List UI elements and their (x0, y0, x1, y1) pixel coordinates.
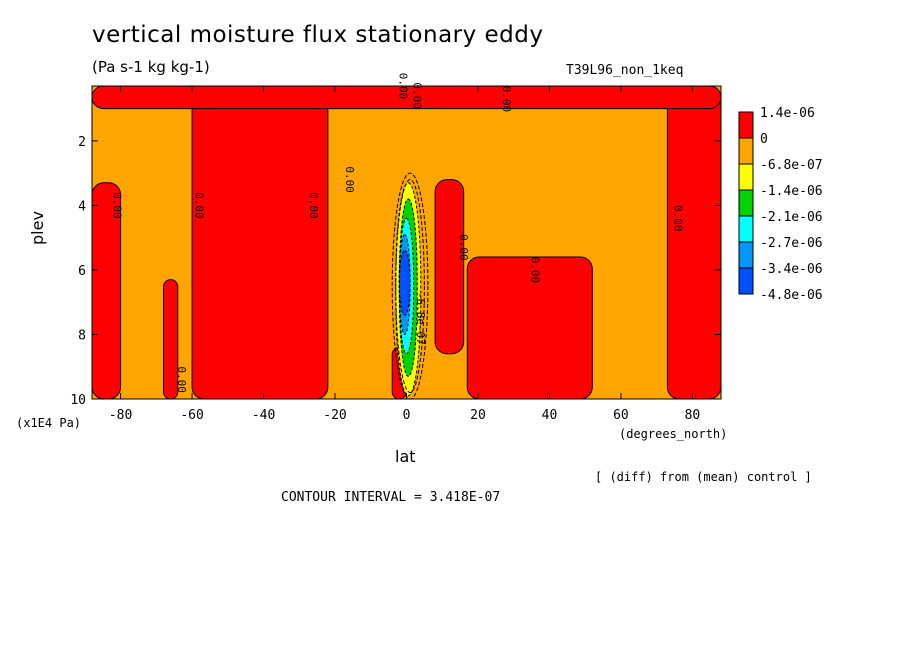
x-tick-label-3: -20 (323, 408, 346, 423)
contour-label-2: 0.00 (193, 192, 206, 219)
x-tick-label-7: 60 (613, 408, 629, 423)
contour-region-12 (398, 250, 411, 316)
x-tick-label-6: 40 (542, 408, 558, 423)
colorbar-swatch-5 (738, 241, 754, 269)
chart-units: (Pa s-1 kg kg-1) (92, 58, 210, 76)
colorbar-label-6: -3.4e-06 (760, 262, 823, 277)
chart-title: vertical moisture flux stationary eddy (92, 22, 544, 48)
y-tick-label-1: 4 (78, 199, 86, 214)
x-tick-label-4: 0 (403, 408, 411, 423)
negative-contour-line-1 (395, 179, 425, 394)
colorbar-swatch-1 (738, 137, 754, 165)
colorbar-label-3: -1.4e-06 (760, 184, 823, 199)
contour-region-2 (191, 85, 329, 400)
x-tick-label-0: -80 (109, 408, 132, 423)
contour-label-5: 0.00 (396, 73, 409, 100)
diff-note: [ (diff) from (mean) control ] (595, 470, 812, 484)
contour-label-11: -6.8e-07 (414, 292, 427, 345)
contour-label-0: 0.00 (110, 192, 123, 219)
contour-label-10: 0.00 (672, 205, 685, 232)
contour-label-6: 0.00 (411, 82, 424, 109)
x-axis-label: lat (395, 447, 416, 466)
colorbar-swatch-0 (738, 111, 754, 139)
y-tick-label-3: 8 (78, 328, 86, 343)
colorbar-label-7: -4.8e-06 (760, 288, 823, 303)
contour-label-8: 0.00 (457, 234, 470, 261)
contour-region-4 (434, 179, 465, 355)
colorbar-swatch-2 (738, 163, 754, 191)
contour-interval: CONTOUR INTERVAL = 3.418E-07 (281, 490, 501, 505)
colorbar-swatch-6 (738, 267, 754, 295)
y-tick-label-2: 6 (78, 264, 86, 279)
x-axis-unit: (degrees_north) (619, 427, 728, 441)
contour-label-7: 0.00 (500, 86, 513, 113)
colorbar-label-0: 1.4e-06 (760, 106, 815, 121)
contour-label-1: 0.00 (175, 366, 188, 393)
dataset-name: T39L96_non_1keq (566, 63, 684, 78)
y-tick-label-0: 2 (78, 135, 86, 150)
colorbar-label-2: -6.8e-07 (760, 158, 823, 173)
x-tick-label-5: 20 (470, 408, 486, 423)
contour-region-6 (666, 91, 722, 400)
x-tick-label-1: -60 (180, 408, 203, 423)
colorbar-label-5: -2.7e-06 (760, 236, 823, 251)
x-tick-label-8: 80 (685, 408, 701, 423)
colorbar-swatch-4 (738, 215, 754, 243)
colorbar-label-4: -2.1e-06 (760, 210, 823, 225)
colorbar-label-1: 0 (760, 132, 768, 147)
x-tick-label-2: -40 (252, 408, 275, 423)
colorbar-swatch-3 (738, 189, 754, 217)
contour-label-4: 0.00 (343, 166, 356, 193)
contour-label-3: 0.00 (307, 192, 320, 219)
y-axis-unit: (x1E4 Pa) (16, 416, 82, 430)
contour-label-9: 0.00 (529, 257, 542, 284)
y-tick-label-4: 10 (70, 393, 86, 408)
